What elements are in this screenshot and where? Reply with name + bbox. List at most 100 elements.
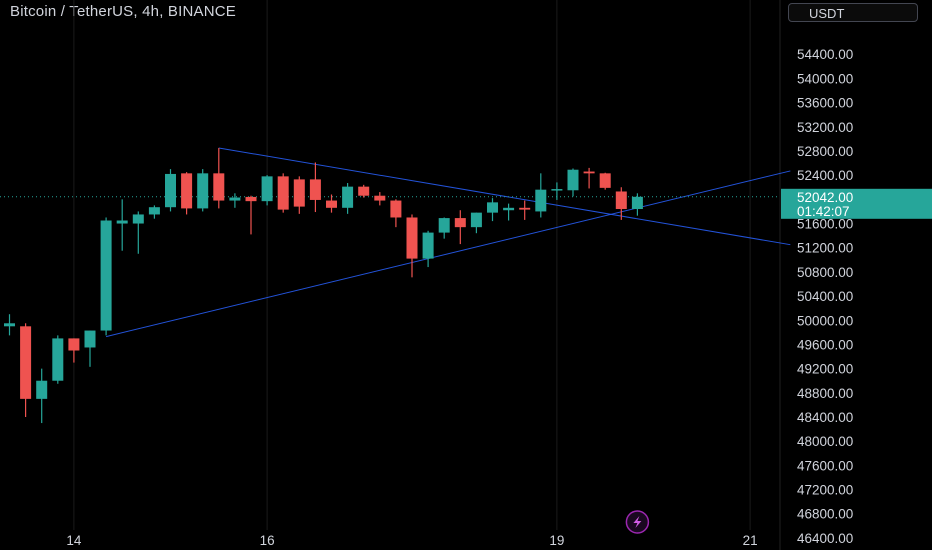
price-axis[interactable]: 54400.00 54000.00 53600.00 53200.00 52800.00… — [797, 47, 853, 546]
candle-body — [390, 200, 402, 218]
price-tick-label: 52800.00 — [797, 144, 853, 159]
price-tick-label: 51200.00 — [797, 241, 853, 256]
time-tick-label: 14 — [66, 533, 82, 548]
candle-body — [36, 380, 48, 399]
candle[interactable] — [454, 210, 466, 245]
current-price-label: 52042.00 01:42:07 — [781, 188, 932, 219]
price-tick-label: 51600.00 — [797, 217, 853, 232]
candle-body — [165, 173, 176, 208]
candle-body — [245, 196, 257, 202]
candle[interactable] — [245, 195, 257, 235]
candle-body — [342, 186, 354, 208]
current-price-text: 52042.00 — [797, 190, 853, 205]
candle[interactable] — [358, 184, 370, 198]
candle[interactable] — [181, 172, 193, 215]
candle-body — [84, 330, 96, 348]
candle-body — [615, 191, 627, 210]
candle[interactable] — [165, 169, 176, 212]
candle[interactable] — [68, 338, 80, 363]
candle[interactable] — [100, 217, 112, 336]
candle-body — [326, 200, 337, 208]
bar-countdown-text: 01:42:07 — [797, 204, 850, 219]
candle[interactable] — [535, 173, 547, 218]
candle[interactable] — [132, 211, 144, 254]
candle[interactable] — [116, 199, 128, 251]
time-tick-label: 19 — [549, 533, 564, 548]
candle[interactable] — [277, 173, 289, 213]
candle[interactable] — [309, 162, 321, 213]
candle[interactable] — [470, 212, 482, 234]
price-tick-label: 48000.00 — [797, 434, 853, 449]
candle[interactable] — [503, 203, 515, 221]
price-tick-label: 47600.00 — [797, 458, 853, 473]
candle[interactable] — [293, 176, 305, 214]
candle-body — [583, 171, 595, 174]
candle[interactable] — [567, 168, 579, 197]
candle[interactable] — [84, 330, 96, 367]
candle-body — [631, 196, 643, 210]
price-tick-label: 48800.00 — [797, 386, 853, 401]
candle-body — [132, 214, 144, 224]
candle-body — [197, 173, 209, 209]
candle[interactable] — [36, 368, 48, 424]
candle[interactable] — [229, 193, 241, 208]
candle-body — [4, 323, 15, 327]
time-tick-label: 21 — [743, 533, 758, 548]
candle-body — [374, 195, 386, 201]
price-tick-label: 50400.00 — [797, 289, 853, 304]
price-tick-label: 49600.00 — [797, 337, 853, 352]
price-tick-label: 53600.00 — [797, 96, 853, 111]
candle[interactable] — [583, 167, 595, 189]
candle[interactable] — [390, 199, 402, 228]
trendlines[interactable] — [105, 147, 791, 338]
candle[interactable] — [631, 193, 643, 216]
candle-body — [309, 179, 321, 200]
candle-body — [487, 202, 498, 213]
candle-body — [229, 197, 241, 201]
candle-body — [519, 207, 531, 210]
candles[interactable] — [4, 147, 643, 424]
candle[interactable] — [326, 194, 337, 213]
candle-body — [116, 220, 128, 224]
candle-body — [261, 176, 273, 202]
candle[interactable] — [374, 192, 386, 206]
candle-body — [293, 179, 305, 207]
candle-body — [470, 212, 482, 228]
candle[interactable] — [261, 175, 273, 206]
price-tick-label: 47200.00 — [797, 483, 853, 498]
chart-title: Bitcoin / TetherUS, 4h, BINANCE — [10, 3, 237, 20]
candle[interactable] — [438, 217, 450, 239]
candle[interactable] — [148, 205, 160, 219]
price-tick-label: 52400.00 — [797, 168, 853, 183]
candle[interactable] — [52, 335, 64, 384]
candle[interactable] — [213, 147, 225, 209]
price-tick-label: 48400.00 — [797, 410, 853, 425]
candle[interactable] — [342, 183, 354, 214]
candle-body — [213, 173, 225, 201]
candle[interactable] — [551, 182, 563, 200]
price-tick-label: 53200.00 — [797, 120, 853, 135]
lightning-icon[interactable] — [625, 510, 650, 534]
candle[interactable] — [406, 214, 418, 278]
price-tick-label: 54400.00 — [797, 47, 853, 62]
time-axis[interactable]: 14 16 19 21 — [66, 533, 757, 548]
candle[interactable] — [20, 323, 32, 418]
candle[interactable] — [519, 200, 531, 220]
price-tick-label: 46400.00 — [797, 531, 853, 546]
candle[interactable] — [487, 198, 498, 222]
candle[interactable] — [4, 314, 15, 336]
trendline-lower[interactable] — [105, 170, 791, 338]
price-tick-label: 50800.00 — [797, 265, 853, 280]
price-tick-label: 49200.00 — [797, 362, 853, 377]
candle-body — [68, 338, 80, 351]
candle[interactable] — [197, 169, 209, 212]
candle[interactable] — [599, 172, 611, 190]
candle-body — [52, 338, 64, 381]
currency-button[interactable]: USDT — [788, 3, 918, 22]
candle-body — [181, 173, 193, 209]
candle[interactable] — [615, 187, 627, 220]
candle-body — [277, 176, 289, 210]
candle[interactable] — [422, 230, 434, 268]
candle-body — [406, 217, 418, 259]
